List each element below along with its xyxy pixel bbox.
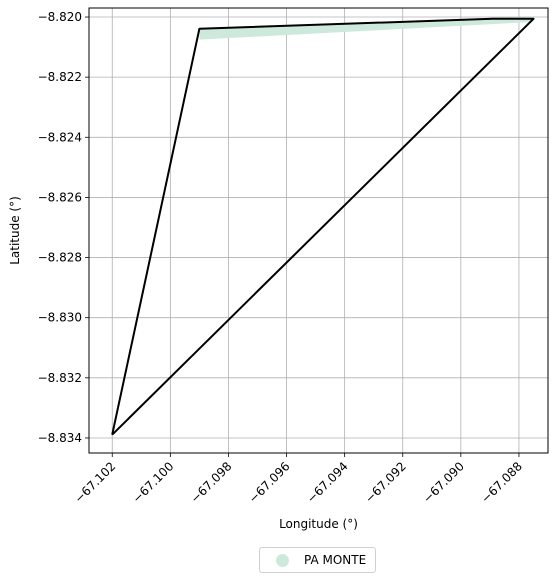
legend-marker-icon (276, 553, 289, 567)
y-tick-label: −8.826 (38, 190, 82, 204)
y-tick-label: −8.832 (38, 371, 82, 385)
x-tick-label: −67.100 (130, 459, 177, 506)
plot-series (111, 17, 537, 436)
y-tick-label: −8.828 (38, 251, 82, 265)
y-tick-label: −8.820 (38, 10, 82, 24)
series-outline-1 (111, 17, 535, 436)
x-tick-label: −67.102 (72, 459, 119, 506)
x-axis-label: Longitude (°) (279, 517, 358, 531)
series-area-0 (199, 17, 537, 40)
x-tick-label: −67.090 (420, 459, 467, 506)
grid (89, 8, 548, 453)
legend-label: PA MONTE (304, 553, 367, 567)
y-tick-label: −8.822 (38, 70, 82, 84)
y-tick-label: −8.824 (38, 130, 82, 144)
y-axis-label: Latitude (°) (8, 196, 22, 265)
x-tick-label: −67.098 (188, 459, 235, 506)
legend: PA MONTE (259, 547, 376, 573)
y-tick-label: −8.834 (38, 431, 82, 445)
y-tick-label: −8.830 (38, 311, 82, 325)
x-tick-label: −67.088 (478, 459, 525, 506)
x-tick-label: −67.094 (304, 459, 351, 506)
plot-frame (88, 7, 549, 454)
axis-ticks: −67.102 −67.100 −67.098 −67.096 −67.094 −67.0… (38, 10, 525, 506)
x-tick-label: −67.096 (246, 459, 293, 506)
x-tick-label: −67.092 (362, 459, 409, 506)
